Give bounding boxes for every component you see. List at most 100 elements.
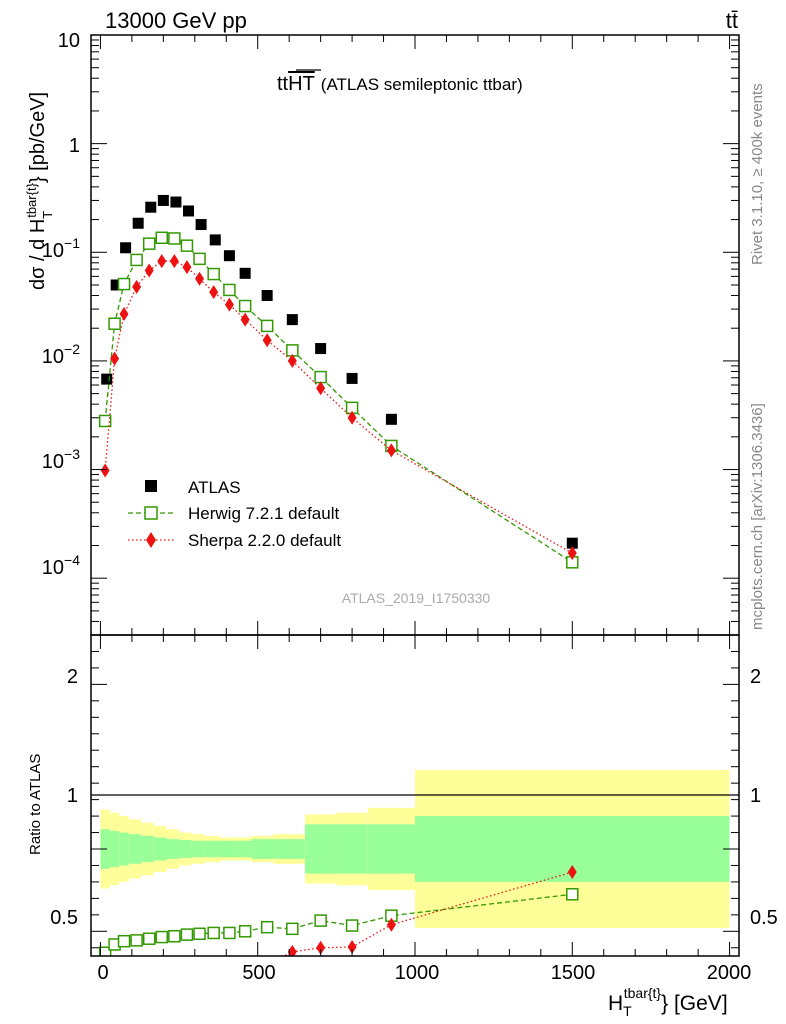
data-point <box>262 333 272 348</box>
data-point <box>195 271 205 286</box>
y-tick-label: 10−1 <box>42 235 80 262</box>
band-inner <box>219 840 236 858</box>
data-point <box>170 196 182 208</box>
ratio-y-axis-label: Ratio to ATLAS <box>27 754 44 855</box>
band-inner <box>191 840 205 858</box>
data-point <box>261 290 273 302</box>
band-inner <box>109 830 120 868</box>
axis-ticks <box>91 34 739 956</box>
data-point <box>223 926 236 940</box>
data-point <box>180 928 194 941</box>
legend-marker-herwig <box>144 506 158 520</box>
energy-label: 13000 GeV pp <box>105 8 247 33</box>
data-point <box>130 253 143 267</box>
data-point <box>117 277 131 291</box>
data-point <box>286 922 299 936</box>
data-point <box>385 413 397 425</box>
data-point <box>346 372 358 384</box>
data-point <box>168 232 181 245</box>
rivet-version-label: Rivet 3.1.10, ≥ 400k events <box>749 83 766 265</box>
data-point <box>223 283 236 297</box>
data-point <box>155 231 169 245</box>
data-point <box>183 205 195 217</box>
legend-label-atlas: ATLAS <box>188 478 241 497</box>
data-point <box>130 934 143 947</box>
data-point <box>566 537 578 549</box>
data-point <box>316 381 326 396</box>
y-tick-label: 10−4 <box>42 552 80 579</box>
band-inner <box>367 824 415 874</box>
ratio-y-tick-labels: 2 1 0.5 2 1 0.5 <box>50 666 778 929</box>
data-point <box>108 317 121 330</box>
band-inner <box>204 840 220 858</box>
data-point <box>287 944 297 956</box>
band-inner <box>336 824 368 874</box>
band-inner <box>304 824 337 874</box>
data-point <box>169 254 179 269</box>
data-point <box>238 299 252 313</box>
data-point <box>100 463 110 478</box>
data-point <box>120 242 132 254</box>
y-tick-label: 1 <box>69 135 80 157</box>
y-tick-label: 10−2 <box>42 341 80 368</box>
band-inner <box>141 835 154 863</box>
data-point <box>287 353 297 368</box>
series-herwig-7-2-1-default <box>98 231 579 569</box>
data-point <box>168 929 181 943</box>
legend-label-sherpa: Sherpa 2.2.0 default <box>188 531 341 550</box>
band-inner <box>273 839 296 859</box>
data-point <box>155 930 169 944</box>
data-point <box>98 946 112 956</box>
y-tick-label: 10−3 <box>42 446 80 473</box>
ratio-y-tick-label: 1 <box>67 785 78 807</box>
series-herwig-7-2-1-default <box>98 888 579 956</box>
x-tick-labels: 0 500 1000 1500 2000 <box>97 962 751 984</box>
series-sherpa-2-2-0-default <box>282 865 577 956</box>
data-point <box>239 267 251 279</box>
data-point <box>209 234 221 246</box>
x-tick-label: 0 <box>97 962 108 984</box>
data-point <box>224 297 234 312</box>
data-point <box>314 370 327 384</box>
series-atlas <box>101 194 578 549</box>
ratio-y-tick-label-right: 0.5 <box>750 907 778 929</box>
band-inner <box>153 837 167 861</box>
x-tick-label: 500 <box>242 962 275 984</box>
data-point <box>117 934 131 948</box>
plot-title: ttHT (ATLAS semileptonic ttbar) <box>277 73 523 95</box>
ratio-y-tick-label: 0.5 <box>50 907 78 929</box>
ratio-y-tick-label-right: 1 <box>750 785 761 807</box>
data-point <box>207 267 220 281</box>
data-point <box>315 343 327 355</box>
band-inner <box>295 839 305 859</box>
main-panel-series <box>98 194 579 569</box>
x-tick-label: 2000 <box>707 962 752 984</box>
data-point <box>386 443 396 458</box>
data-point <box>195 219 207 231</box>
data-point <box>314 914 327 927</box>
data-point <box>132 217 144 229</box>
data-point <box>101 373 113 385</box>
ratio-y-tick-label-right: 2 <box>750 666 761 688</box>
data-point <box>260 920 274 934</box>
data-point <box>347 410 357 425</box>
data-point <box>144 263 154 278</box>
legend-label-herwig: Herwig 7.2.1 default <box>188 504 339 523</box>
data-point <box>98 414 112 428</box>
data-point <box>566 888 579 901</box>
legend: ATLAS Herwig 7.2.1 default Sherpa 2.2.0 … <box>128 478 341 550</box>
data-point <box>260 319 274 333</box>
data-point <box>286 314 298 326</box>
series-line <box>282 871 573 956</box>
x-tick-label: 1000 <box>395 962 440 984</box>
band-inner <box>235 840 252 858</box>
data-point <box>207 926 220 940</box>
data-point <box>145 201 157 213</box>
data-point <box>567 865 577 880</box>
data-point <box>386 917 396 932</box>
x-axis-label: HTtbar{t}} [GeV] <box>608 985 728 1019</box>
data-point <box>157 254 167 269</box>
data-point <box>193 927 206 941</box>
data-point <box>240 312 250 327</box>
